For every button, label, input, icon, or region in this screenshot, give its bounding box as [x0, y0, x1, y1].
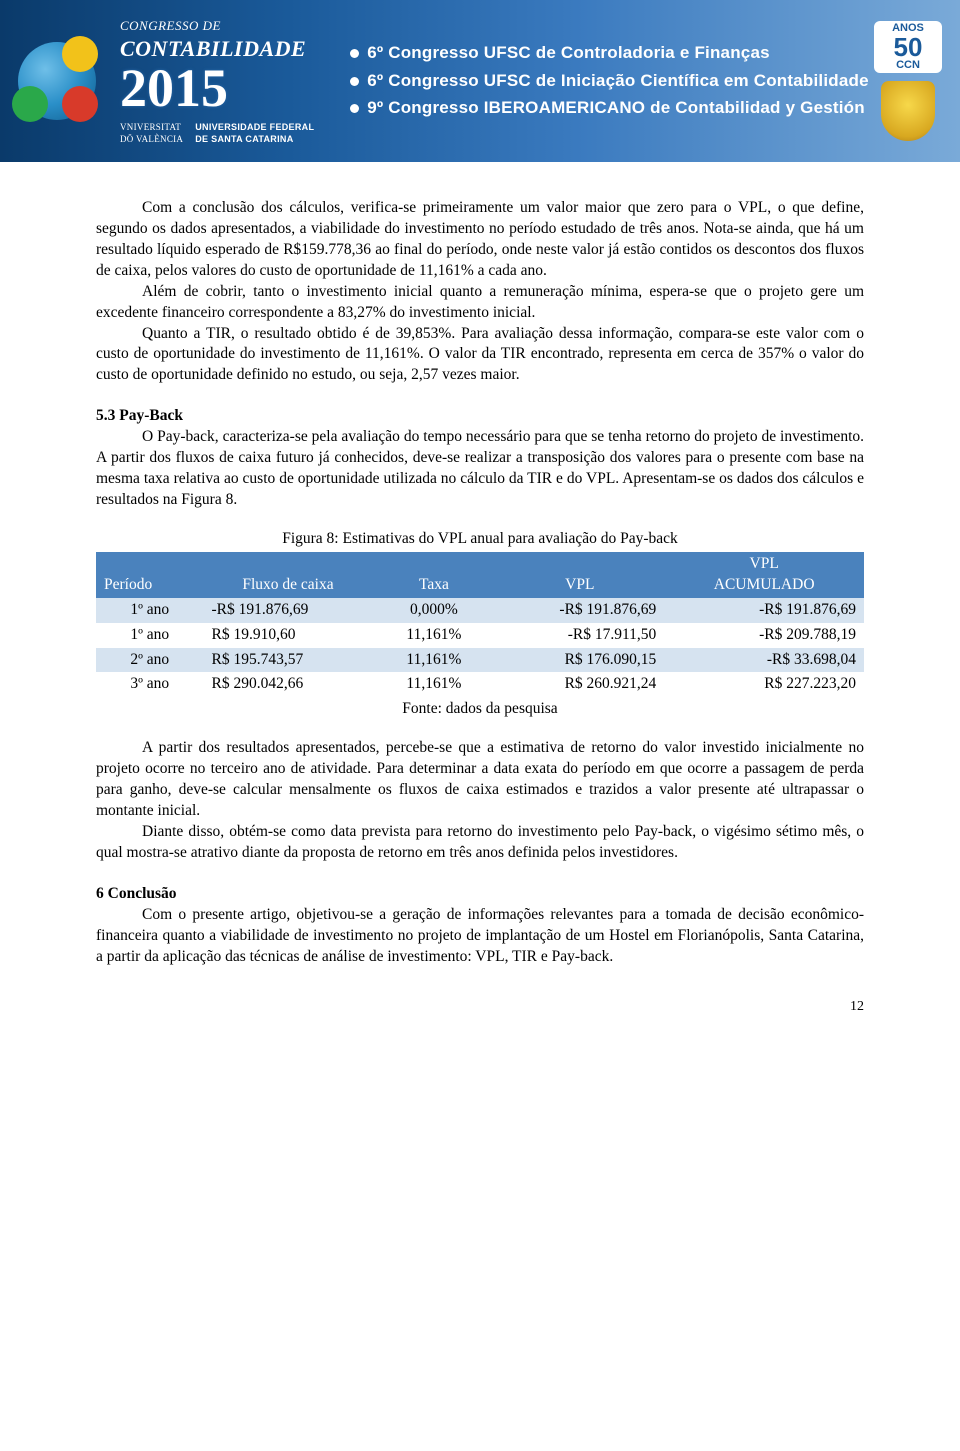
cell-taxa: 0,000%: [372, 598, 495, 623]
bullet-icon: [350, 77, 359, 86]
figure-caption: Figura 8: Estimativas do VPL anual para …: [96, 529, 864, 550]
page-content: Com a conclusão dos cálculos, verifica-s…: [0, 162, 960, 1056]
col-taxa: Taxa: [372, 552, 495, 598]
bullet-icon: [350, 49, 359, 58]
bullet-text-2: 6º Congresso UFSC de Iniciação Científic…: [367, 70, 868, 93]
bullet-icon: [350, 104, 359, 113]
table-row: 3º ano R$ 290.042,66 11,161% R$ 260.921,…: [96, 672, 864, 697]
bullet-text-3: 9º Congresso IBEROAMERICANO de Contabili…: [367, 97, 865, 120]
banner-year: 2015: [120, 64, 314, 113]
cell-periodo: 1º ano: [96, 623, 204, 648]
paragraph: Diante disso, obtém-se como data previst…: [96, 822, 864, 864]
col-fluxo: Fluxo de caixa: [204, 552, 373, 598]
cell-fluxo: -R$ 191.876,69: [204, 598, 373, 623]
section-heading-payback: 5.3 Pay-Back: [96, 406, 864, 427]
cell-fluxo: R$ 19.910,60: [204, 623, 373, 648]
badge-bottom: CCN: [896, 60, 920, 71]
cell-periodo: 1º ano: [96, 598, 204, 623]
crest-icon: [881, 81, 935, 141]
cell-vpl: -R$ 17.911,50: [495, 623, 664, 648]
banner-supertitle: CONGRESSO DE: [120, 17, 314, 35]
globe-icon: [18, 42, 96, 120]
paragraph: Com o presente artigo, objetivou-se a ge…: [96, 905, 864, 968]
banner-bullets: 6º Congresso UFSC de Controladoria e Fin…: [350, 37, 868, 126]
table-row: 1º ano -R$ 191.876,69 0,000% -R$ 191.876…: [96, 598, 864, 623]
table-row: 1º ano R$ 19.910,60 11,161% -R$ 17.911,5…: [96, 623, 864, 648]
paragraph: A partir dos resultados apresentados, pe…: [96, 738, 864, 822]
bullet-line-3: 9º Congresso IBEROAMERICANO de Contabili…: [350, 97, 868, 120]
paragraph: O Pay-back, caracteriza-se pela avaliaçã…: [96, 427, 864, 511]
col-vpl: VPL: [495, 552, 664, 598]
cell-vpl: R$ 176.090,15: [495, 648, 664, 673]
bullet-line-1: 6º Congresso UFSC de Controladoria e Fin…: [350, 42, 868, 65]
cell-acum: -R$ 191.876,69: [664, 598, 864, 623]
table-row: 2º ano R$ 195.743,57 11,161% R$ 176.090,…: [96, 648, 864, 673]
cell-periodo: 2º ano: [96, 648, 204, 673]
university-valencia: VNIVERSITAT DÖ VALÈNCIA: [120, 121, 183, 145]
cell-taxa: 11,161%: [372, 648, 495, 673]
col-periodo: Período: [96, 552, 204, 598]
cell-vpl: -R$ 191.876,69: [495, 598, 664, 623]
banner-universities: VNIVERSITAT DÖ VALÈNCIA UNIVERSIDADE FED…: [120, 121, 314, 145]
bullet-text-1: 6º Congresso UFSC de Controladoria e Fin…: [367, 42, 770, 65]
col-vpl-acum-top: VPL: [750, 555, 779, 572]
cell-fluxo: R$ 290.042,66: [204, 672, 373, 697]
university-ufsc: UNIVERSIDADE FEDERAL DE SANTA CATARINA: [195, 121, 314, 145]
banner-header: CONGRESSO DE CONTABILIDADE 2015 VNIVERSI…: [0, 0, 960, 162]
col-vpl-acum-bottom: ACUMULADO: [714, 576, 815, 593]
cell-taxa: 11,161%: [372, 623, 495, 648]
cell-acum: R$ 227.223,20: [664, 672, 864, 697]
banner-right: ANOS 50 CCN: [874, 21, 942, 141]
table-source: Fonte: dados da pesquisa: [96, 699, 864, 720]
cell-taxa: 11,161%: [372, 672, 495, 697]
vpl-table: Período Fluxo de caixa Taxa VPL VPL ACUM…: [96, 552, 864, 698]
cell-acum: -R$ 33.698,04: [664, 648, 864, 673]
cell-vpl: R$ 260.921,24: [495, 672, 664, 697]
table-header-row: Período Fluxo de caixa Taxa VPL VPL ACUM…: [96, 552, 864, 598]
bullet-line-2: 6º Congresso UFSC de Iniciação Científic…: [350, 70, 868, 93]
cell-fluxo: R$ 195.743,57: [204, 648, 373, 673]
paragraph: Com a conclusão dos cálculos, verifica-s…: [96, 198, 864, 282]
section-heading-conclusao: 6 Conclusão: [96, 884, 864, 905]
banner-left: CONGRESSO DE CONTABILIDADE 2015 VNIVERSI…: [18, 17, 314, 145]
paragraph: Quanto a TIR, o resultado obtido é de 39…: [96, 324, 864, 387]
page-number: 12: [96, 998, 864, 1017]
cell-periodo: 3º ano: [96, 672, 204, 697]
banner-title-block: CONGRESSO DE CONTABILIDADE 2015 VNIVERSI…: [120, 17, 314, 145]
col-vpl-acumulado: VPL ACUMULADO: [664, 552, 864, 598]
cell-acum: -R$ 209.788,19: [664, 623, 864, 648]
paragraph: Além de cobrir, tanto o investimento ini…: [96, 282, 864, 324]
badge-number: 50: [894, 34, 923, 60]
fifty-years-badge: ANOS 50 CCN: [874, 21, 942, 73]
